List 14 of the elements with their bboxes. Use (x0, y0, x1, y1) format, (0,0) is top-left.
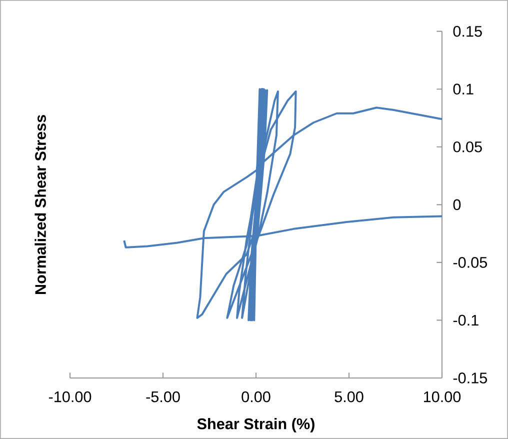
x-tick-label: 0.00 (242, 391, 270, 402)
y-axis-title: Normalized Shear Stress (34, 114, 46, 294)
y-tick-label: -0.15 (453, 372, 488, 384)
x-tick-label: -10.00 (48, 391, 92, 402)
x-axis-title: Shear Strain (%) (197, 418, 314, 432)
x-tick-label: 10.00 (424, 391, 461, 402)
y-tick-label: -0.1 (453, 314, 478, 326)
y-tick-label: 0 (453, 199, 461, 210)
y-tick-label: 0.05 (453, 141, 482, 152)
x-tick-label: -5.00 (146, 391, 180, 402)
y-tick-label: 0.1 (453, 84, 474, 95)
y-tick-label: -0.05 (453, 257, 488, 268)
y-tick-label: 0.15 (453, 26, 482, 37)
x-tick-label: 5.00 (334, 391, 364, 402)
